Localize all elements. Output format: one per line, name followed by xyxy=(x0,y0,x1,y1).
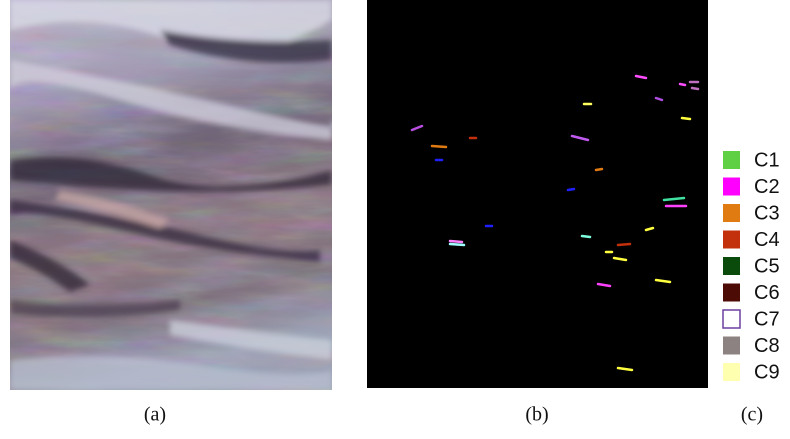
legend-label: C6 xyxy=(754,282,780,304)
legend-swatch xyxy=(723,151,740,169)
legend-swatch xyxy=(723,257,740,275)
legend-swatch xyxy=(723,337,740,355)
legend-label: C2 xyxy=(754,176,780,198)
legend-label: C1 xyxy=(754,149,780,171)
legend-label: C5 xyxy=(754,255,780,277)
legend: C1 C2 C3 C4 C5 C6 C7 C8 C9 xyxy=(723,149,780,383)
figure: C1 C2 C3 C4 C5 C6 C7 C8 C9 (a) (b) (c) xyxy=(0,0,790,439)
legend-swatch xyxy=(723,178,740,196)
legend-label: C3 xyxy=(754,202,780,224)
legend-label: C8 xyxy=(754,335,780,357)
captions: (a) (b) (c) xyxy=(144,404,763,426)
ground-truth-map xyxy=(367,0,708,388)
panel-caption: (c) xyxy=(741,404,763,426)
legend-label: C7 xyxy=(754,308,780,330)
page: {"figure": { "captions": ["(a)", "(b)", … xyxy=(0,0,790,439)
legend-swatch xyxy=(723,231,740,249)
legend-swatch xyxy=(723,284,740,302)
legend-swatch xyxy=(723,363,740,381)
panel-caption: (a) xyxy=(144,404,166,426)
legend-swatch xyxy=(723,204,740,222)
legend-label: C9 xyxy=(754,361,780,383)
legend-label: C4 xyxy=(754,229,780,251)
satellite-image xyxy=(10,0,345,390)
legend-swatch xyxy=(723,310,740,328)
panel-caption: (b) xyxy=(525,404,548,426)
